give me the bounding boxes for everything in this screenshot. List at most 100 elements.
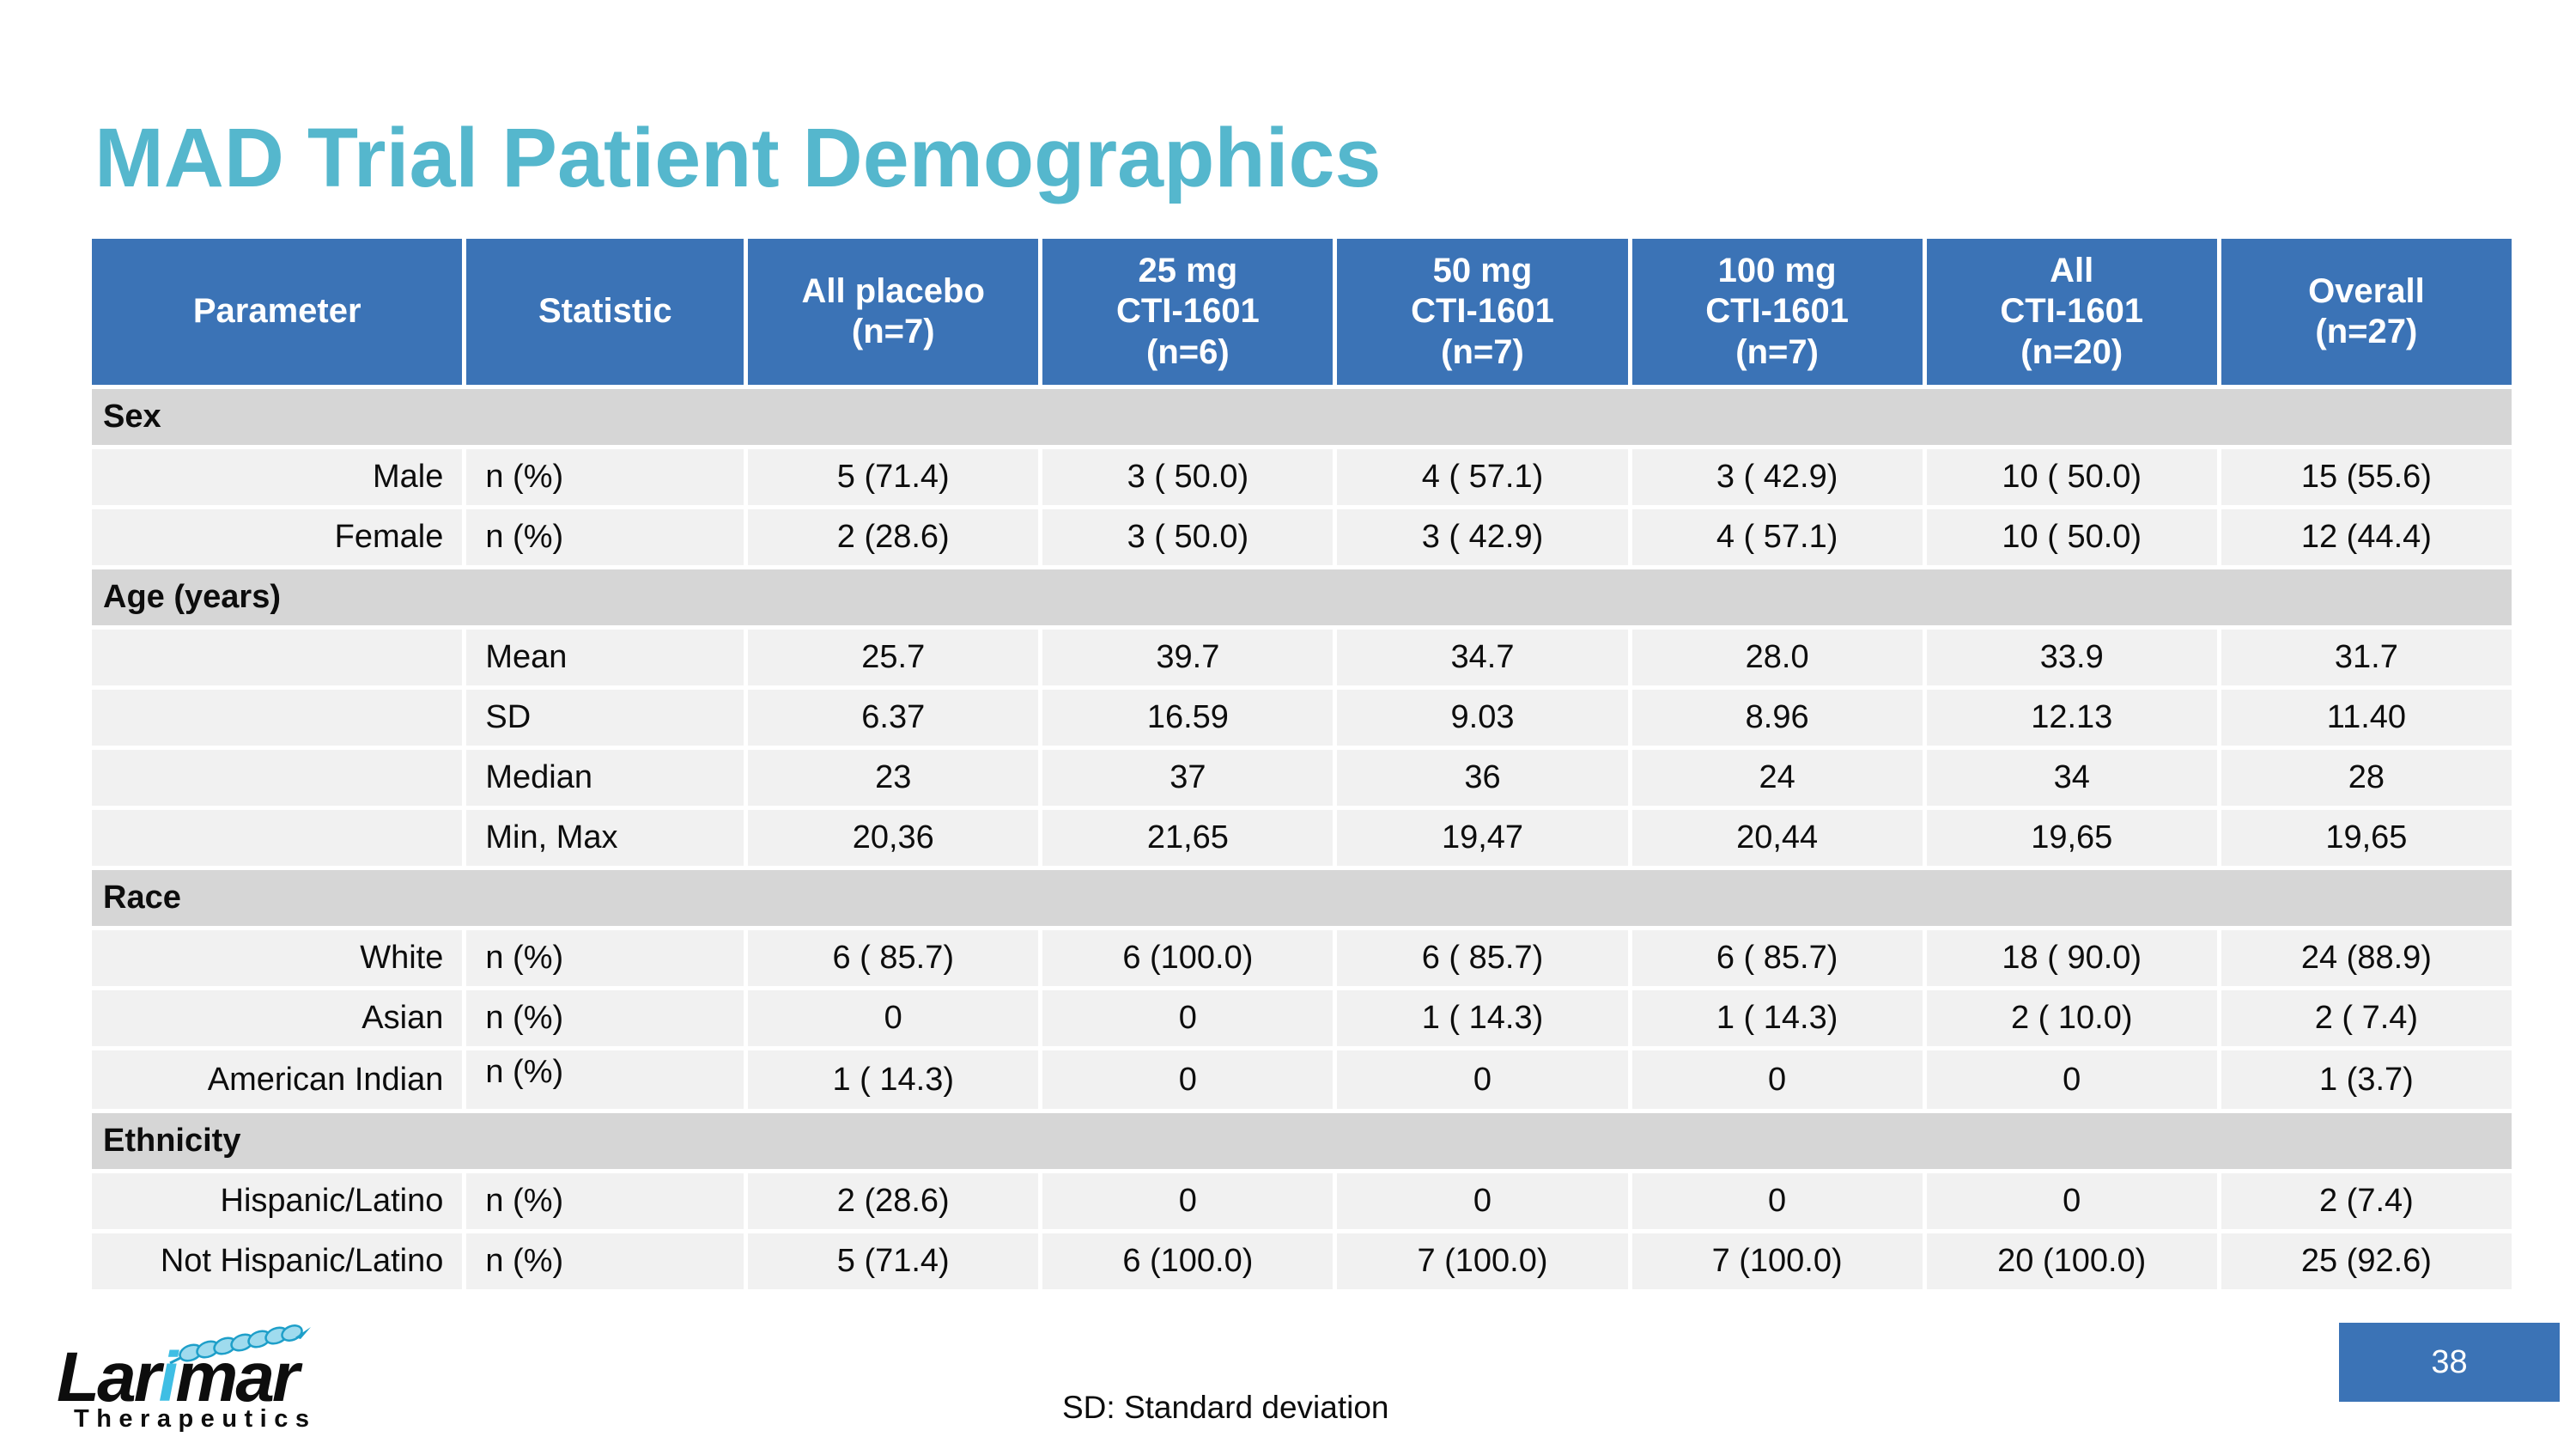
column-header-4: 50 mg CTI-1601 (n=7) <box>1337 239 1628 385</box>
column-header-6: All CTI-1601 (n=20) <box>1926 239 2217 385</box>
value-cell: 10 ( 50.0) <box>1926 449 2217 505</box>
statistic-cell: n (%) <box>466 1173 744 1229</box>
column-header-7: Overall (n=27) <box>2221 239 2512 385</box>
table-row: Hispanic/Latino n (%) 2 (28.6) 0 0 0 0 2 (7.4) <box>92 1173 2512 1229</box>
column-header-5: 100 mg CTI-1601 (n=7) <box>1631 239 1923 385</box>
value-cell: 6 ( 85.7) <box>1337 930 1628 986</box>
section-row: Sex <box>92 389 2512 445</box>
parameter-cell: Male <box>92 449 463 505</box>
value-cell: 23 <box>748 750 1039 806</box>
value-cell: 19,65 <box>2221 810 2512 866</box>
table-row: Asian n (%) 0 0 1 ( 14.3) 1 ( 14.3) 2 ( 10.0) 2… <box>92 990 2512 1046</box>
statistic-cell: n (%) <box>466 449 744 505</box>
logo-wordmark: Larimar <box>57 1338 300 1416</box>
value-cell: 20,36 <box>748 810 1039 866</box>
value-cell: 10 ( 50.0) <box>1926 509 2217 565</box>
logo-accent-letter: i <box>158 1338 179 1416</box>
column-header-3: 25 mg CTI-1601 (n=6) <box>1042 239 1334 385</box>
value-cell: 1 ( 14.3) <box>1631 990 1923 1046</box>
value-cell: 19,47 <box>1337 810 1628 866</box>
value-cell: 1 (3.7) <box>2221 1050 2512 1109</box>
value-cell: 0 <box>1337 1050 1628 1109</box>
table-row: Female n (%) 2 (28.6) 3 ( 50.0) 3 ( 42.9) 4 (… <box>92 509 2512 565</box>
logo-subtitle: Therapeutics <box>74 1405 317 1433</box>
column-header-1: Statistic <box>466 239 744 385</box>
value-cell: 3 ( 50.0) <box>1042 449 1334 505</box>
value-cell: 12 (44.4) <box>2221 509 2512 565</box>
value-cell: 3 ( 42.9) <box>1337 509 1628 565</box>
value-cell: 0 <box>1631 1173 1923 1229</box>
value-cell: 34 <box>1926 750 2217 806</box>
statistic-cell: Min, Max <box>466 810 744 866</box>
table-header-row: Parameter Statistic All placebo (n=7) 25 mg… <box>92 239 2512 385</box>
statistic-cell: Mean <box>466 630 744 685</box>
parameter-cell: White <box>92 930 463 986</box>
column-header-2: All placebo (n=7) <box>748 239 1039 385</box>
value-cell: 2 (28.6) <box>748 509 1039 565</box>
value-cell: 34.7 <box>1337 630 1628 685</box>
table-row: White n (%) 6 ( 85.7) 6 (100.0) 6 ( 85.7) 6 (… <box>92 930 2512 986</box>
value-cell: 0 <box>1042 1173 1334 1229</box>
value-cell: 4 ( 57.1) <box>1337 449 1628 505</box>
value-cell: 3 ( 42.9) <box>1631 449 1923 505</box>
larimar-logo: Larimar Therapeutics <box>57 1318 340 1447</box>
value-cell: 37 <box>1042 750 1334 806</box>
parameter-cell <box>92 810 463 866</box>
section-label: Ethnicity <box>92 1113 2512 1169</box>
demographics-table: Parameter Statistic All placebo (n=7) 25 mg… <box>88 234 2516 1294</box>
statistic-cell: n (%) <box>466 1233 744 1289</box>
statistic-cell: n (%) <box>466 509 744 565</box>
value-cell: 6 (100.0) <box>1042 930 1334 986</box>
section-row: Age (years) <box>92 569 2512 625</box>
value-cell: 7 (100.0) <box>1337 1233 1628 1289</box>
value-cell: 25.7 <box>748 630 1039 685</box>
value-cell: 3 ( 50.0) <box>1042 509 1334 565</box>
parameter-cell <box>92 630 463 685</box>
table-row: American Indian n (%) 1 ( 14.3) 0 0 0 0 1 (3.7) <box>92 1050 2512 1109</box>
table-row: Min, Max 20,36 21,65 19,47 20,44 19,65 19,65 <box>92 810 2512 866</box>
value-cell: 2 ( 7.4) <box>2221 990 2512 1046</box>
value-cell: 2 (7.4) <box>2221 1173 2512 1229</box>
value-cell: 28.0 <box>1631 630 1923 685</box>
value-cell: 0 <box>1042 990 1334 1046</box>
table-row: Male n (%) 5 (71.4) 3 ( 50.0) 4 ( 57.1) 3 ( 4… <box>92 449 2512 505</box>
parameter-cell: Not Hispanic/Latino <box>92 1233 463 1289</box>
value-cell: 0 <box>1337 1173 1628 1229</box>
parameter-cell: American Indian <box>92 1050 463 1109</box>
value-cell: 8.96 <box>1631 690 1923 746</box>
section-label: Age (years) <box>92 569 2512 625</box>
page-number-box: 38 <box>2339 1323 2560 1402</box>
table-row: SD 6.37 16.59 9.03 8.96 12.13 11.40 <box>92 690 2512 746</box>
section-row: Ethnicity <box>92 1113 2512 1169</box>
parameter-cell: Hispanic/Latino <box>92 1173 463 1229</box>
value-cell: 15 (55.6) <box>2221 449 2512 505</box>
statistic-cell: SD <box>466 690 744 746</box>
value-cell: 33.9 <box>1926 630 2217 685</box>
statistic-cell: n (%) <box>466 1050 744 1109</box>
value-cell: 6 ( 85.7) <box>1631 930 1923 986</box>
section-label: Race <box>92 870 2512 926</box>
value-cell: 25 (92.6) <box>2221 1233 2512 1289</box>
footnote: SD: Standard deviation <box>1062 1390 1389 1425</box>
column-header-0: Parameter <box>92 239 463 385</box>
value-cell: 36 <box>1337 750 1628 806</box>
parameter-cell: Female <box>92 509 463 565</box>
value-cell: 39.7 <box>1042 630 1334 685</box>
value-cell: 0 <box>1926 1050 2217 1109</box>
value-cell: 5 (71.4) <box>748 449 1039 505</box>
value-cell: 0 <box>748 990 1039 1046</box>
value-cell: 20,44 <box>1631 810 1923 866</box>
value-cell: 1 ( 14.3) <box>748 1050 1039 1109</box>
value-cell: 0 <box>1042 1050 1334 1109</box>
value-cell: 5 (71.4) <box>748 1233 1039 1289</box>
value-cell: 28 <box>2221 750 2512 806</box>
value-cell: 12.13 <box>1926 690 2217 746</box>
section-row: Race <box>92 870 2512 926</box>
helix-ribbon-icon <box>167 1324 314 1365</box>
value-cell: 16.59 <box>1042 690 1334 746</box>
value-cell: 19,65 <box>1926 810 2217 866</box>
value-cell: 6 (100.0) <box>1042 1233 1334 1289</box>
parameter-cell: Asian <box>92 990 463 1046</box>
value-cell: 6 ( 85.7) <box>748 930 1039 986</box>
